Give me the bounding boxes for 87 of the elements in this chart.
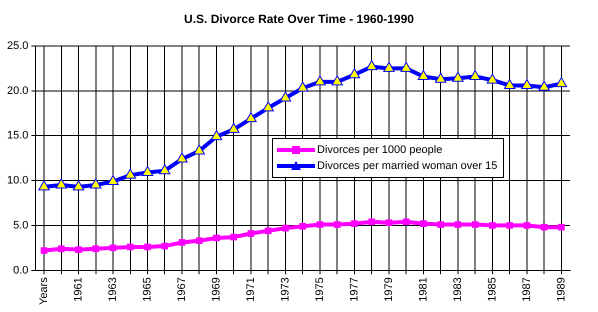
point: [176, 152, 188, 163]
x-tick-label: 1965: [142, 277, 154, 302]
x-tick-label: 1985: [486, 277, 498, 302]
legend-label: Divorces per married woman over 15: [317, 160, 498, 172]
point: [196, 237, 203, 244]
point: [386, 219, 392, 226]
point: [297, 82, 308, 92]
point: [210, 130, 222, 140]
point: [159, 164, 170, 174]
point: [452, 72, 464, 82]
point: [538, 80, 550, 91]
y-tick-label: 20.0: [6, 84, 28, 97]
point: [489, 222, 496, 229]
chart-title: U.S. Divorce Rate Over Time - 1960-1990: [183, 12, 415, 26]
point: [332, 75, 343, 86]
point: [506, 222, 513, 229]
point: [420, 220, 427, 227]
point: [262, 101, 274, 112]
point: [334, 221, 341, 228]
point: [314, 75, 326, 86]
x-tick-label: 1981: [417, 277, 430, 302]
point: [316, 221, 324, 228]
point: [142, 166, 154, 176]
point: [299, 222, 306, 230]
point: [504, 78, 516, 89]
x-tick-label: 1963: [107, 277, 120, 302]
point: [402, 218, 410, 226]
x-tick-label: 1971: [245, 277, 257, 302]
point: [469, 70, 481, 80]
point: [228, 122, 240, 133]
point: [92, 245, 100, 252]
x-tick-label: 1967: [176, 277, 188, 302]
y-tick-label: 0.0: [13, 264, 28, 276]
point: [368, 218, 376, 226]
point: [418, 70, 430, 80]
y-tick-label: 5.0: [13, 219, 28, 232]
x-tick-label: 1983: [452, 277, 464, 302]
y-tick-label: 10.0: [6, 174, 28, 187]
point: [366, 60, 378, 70]
x-tick-label: 1961: [72, 277, 85, 302]
point: [178, 239, 186, 246]
point: [558, 224, 565, 231]
point: [56, 178, 67, 189]
point: [454, 221, 462, 228]
x-tick-label: 1975: [314, 277, 326, 302]
point: [248, 230, 254, 237]
point: [348, 68, 360, 78]
x-tick-label: 1977: [348, 277, 360, 302]
point: [472, 221, 478, 228]
x-tick-label: 1973: [279, 277, 292, 302]
point: [540, 224, 548, 231]
point: [434, 72, 446, 83]
point: [282, 224, 289, 232]
point: [383, 62, 395, 72]
point: [144, 244, 151, 250]
point: [556, 77, 568, 88]
point: [230, 234, 238, 240]
x-tick-label: 1989: [555, 277, 568, 302]
x-tick-label: 1979: [382, 277, 395, 302]
x-tick-label: 1969: [210, 277, 223, 302]
point: [264, 227, 272, 234]
point: [524, 222, 530, 229]
point: [75, 246, 82, 253]
point: [486, 74, 498, 84]
point: [194, 144, 205, 154]
point: [245, 112, 257, 122]
point: [351, 220, 358, 227]
y-tick-label: 15.0: [6, 130, 28, 142]
point: [40, 247, 48, 254]
point: [90, 178, 102, 189]
point: [437, 221, 444, 228]
point: [400, 62, 412, 72]
point: [38, 180, 50, 190]
point: [126, 244, 134, 250]
point: [213, 234, 220, 242]
point: [521, 78, 533, 89]
x-tick-label: 1987: [520, 277, 533, 302]
point: [124, 168, 136, 179]
point: [58, 245, 65, 252]
point: [72, 180, 84, 190]
y-tick-label: 25.0: [6, 40, 28, 52]
point: [107, 174, 119, 185]
point: [280, 92, 292, 102]
legend-label: Divorces per 1000 people: [317, 144, 442, 156]
x-tick-label: Years: [38, 276, 50, 306]
point: [110, 244, 116, 252]
point: [161, 242, 168, 250]
